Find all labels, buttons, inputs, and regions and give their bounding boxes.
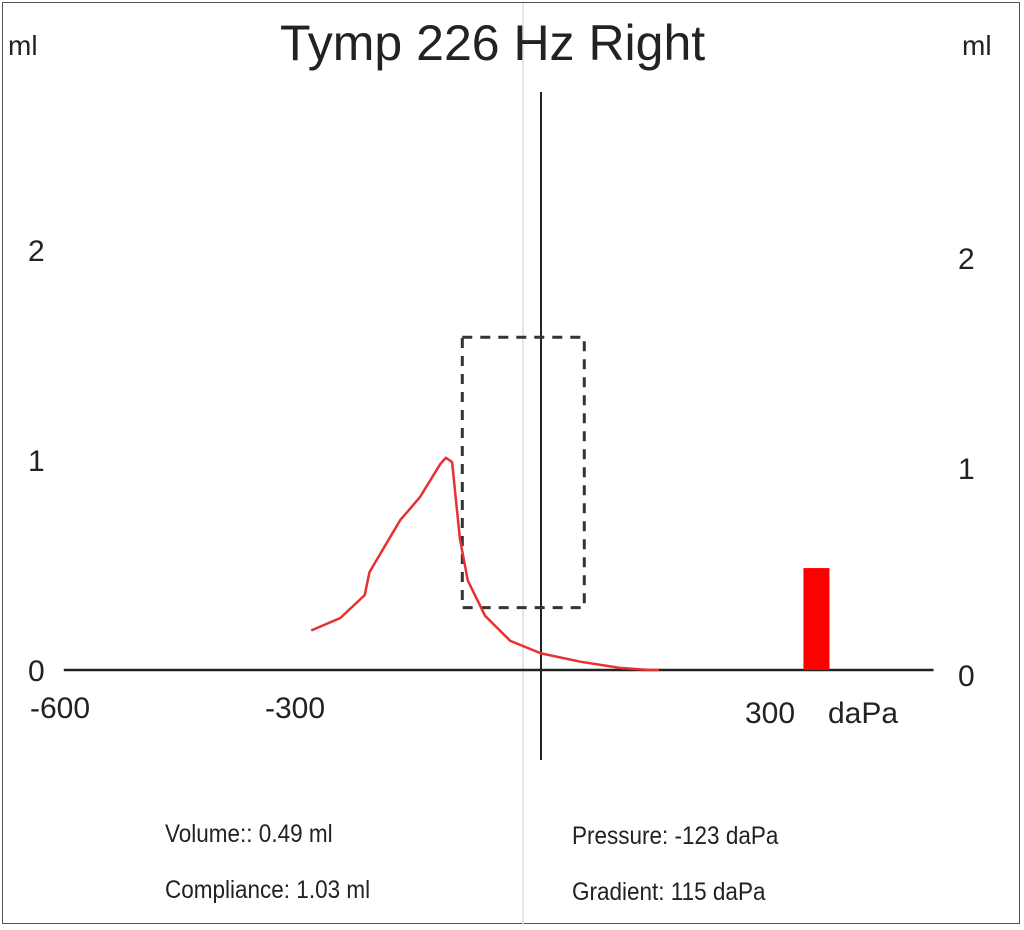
x-tick-300: 300 bbox=[745, 697, 796, 730]
normal-region-box bbox=[460, 335, 586, 610]
y-tick-left-1: 1 bbox=[28, 445, 45, 478]
x-tick-neg600: -600 bbox=[30, 692, 91, 725]
y-axis-label-right: ml bbox=[962, 30, 992, 61]
compliance-readout: Compliance: 1.03 ml bbox=[165, 876, 371, 904]
y-tick-left-0: 0 bbox=[28, 655, 45, 688]
y-axis-label-left: ml bbox=[8, 30, 38, 61]
pressure-readout: Pressure: -123 daPa bbox=[572, 822, 779, 850]
y-tick-right-0: 0 bbox=[958, 660, 975, 693]
volume-readout: Volume:: 0.49 ml bbox=[165, 820, 333, 848]
x-axis-unit: daPa bbox=[828, 697, 899, 730]
y-tick-right-2: 2 bbox=[958, 243, 975, 276]
gradient-readout: Gradient: 115 daPa bbox=[572, 878, 766, 906]
y-tick-left-2: 2 bbox=[28, 235, 45, 268]
volume-bar bbox=[803, 568, 830, 670]
chart-title: Tymp 226 Hz Right bbox=[280, 15, 706, 71]
y-tick-right-1: 1 bbox=[958, 453, 975, 486]
tympanogram-curve bbox=[310, 456, 660, 672]
x-tick-neg300: -300 bbox=[265, 692, 326, 725]
